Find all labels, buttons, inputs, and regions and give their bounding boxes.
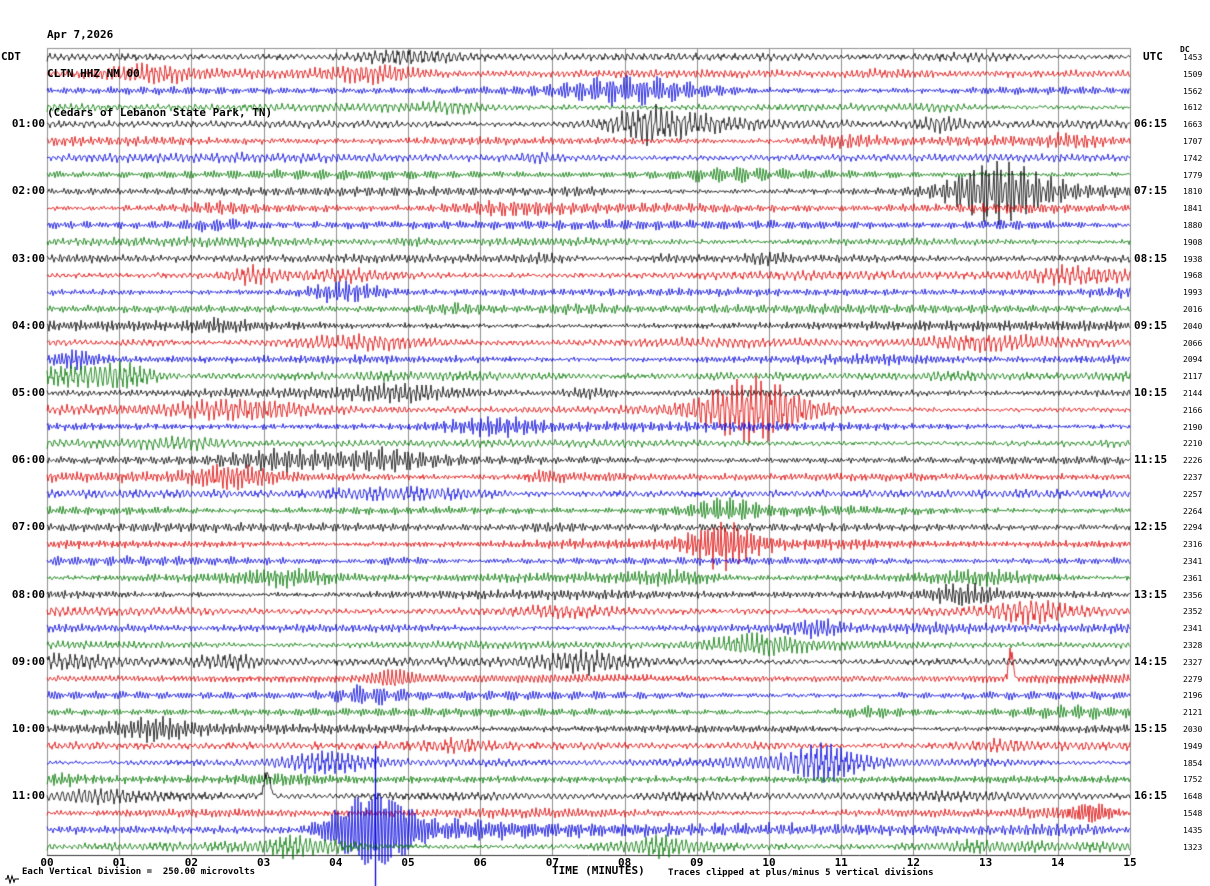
x-tick-label: 10 [762,856,776,869]
cdt-hour-label: 11:00 [11,789,45,803]
cdt-hour-label: 05:00 [11,386,45,399]
dc-offset-value: 2121 [1183,708,1203,718]
x-tick-label: 03 [256,856,271,869]
dc-offset-value: 2196 [1183,691,1203,701]
utc-hour-label: 07:15 [1134,184,1168,198]
cdt-hour-label: 01:00 [11,117,45,131]
dc-offset-value: 1993 [1183,288,1203,298]
utc-hour-label: 16:15 [1134,789,1168,803]
x-tick-label: 05 [401,856,415,869]
header-date: Apr 7,2026 [47,28,114,41]
x-tick-label: 07 [545,856,560,869]
clip-note: Traces clipped at plus/minus 5 vertical … [668,868,934,878]
cdt-hour-label: 03:00 [11,251,45,265]
utc-hour-label: 09:15 [1134,318,1168,332]
x-tick-label: 09 [690,856,704,869]
dc-offset-value: 1908 [1183,237,1203,247]
header: Apr 7,2026 CLTN HHZ NM 00 (Cedars of Leb… [47,2,272,145]
dc-offset-value: 2264 [1183,506,1203,516]
dc-offset-value: 2190 [1183,422,1203,432]
dc-offset-value: 1548 [1183,809,1203,818]
utc-hour-label: 06:15 [1134,117,1168,131]
utc-hour-label: 14:15 [1134,654,1168,668]
dc-offset-value: 2226 [1183,456,1203,466]
dc-offset-value: 1562 [1183,86,1203,96]
x-tick-label: 00 [40,856,54,869]
utc-hour-label: 11:15 [1134,453,1168,467]
x-tick-label: 15 [1123,856,1137,869]
dc-offset-value: 1779 [1183,170,1203,180]
dc-offset-value: 2352 [1183,607,1203,617]
dc-offset-value: 1938 [1183,254,1203,264]
header-station-code: CLTN HHZ NM 00 [47,67,140,80]
dc-offset-value: 2361 [1183,573,1203,583]
dc-offset-value: 2328 [1183,641,1203,650]
dc-offset-value: 2279 [1183,674,1203,684]
utc-hour-label: 08:15 [1134,251,1168,265]
dc-offset-value: 1648 [1183,792,1203,802]
utc-hour-label: 15:15 [1134,722,1168,735]
left-timezone-label: CDT [1,50,21,63]
x-tick-label: 04 [329,856,343,869]
cdt-hour-label: 06:00 [11,453,45,467]
dc-offset-value: 2166 [1183,405,1203,415]
dc-offset-value: 1742 [1183,153,1203,163]
dc-offset-value: 1612 [1183,103,1203,113]
dc-offset-value: 2237 [1183,473,1203,482]
x-tick-label: 14 [1051,856,1065,869]
header-station-name: (Cedars of Lebanon State Park, TN) [47,106,273,119]
dc-offset-value: 2341 [1183,624,1203,634]
dc-offset-value: 1841 [1183,204,1203,214]
x-tick-label: 02 [184,856,199,869]
dc-offset-value: 1509 [1183,69,1203,79]
dc-offset-value: 1810 [1183,187,1203,197]
dc-offset-value: 1949 [1183,741,1203,751]
dc-offset-value: 2030 [1183,725,1203,734]
right-timezone-label: UTC [1143,50,1163,63]
cdt-hour-label: 04:00 [11,318,45,332]
dc-offset-value: 2341 [1183,557,1203,566]
dc-offset-value: 2144 [1183,389,1203,398]
dc-offset-value: 1663 [1183,120,1203,130]
x-tick-label: 13 [978,856,993,869]
cdt-hour-label: 08:00 [11,587,45,601]
dc-offset-value: 2066 [1183,338,1203,348]
dc-offset-value: 2117 [1183,372,1203,382]
dc-offset-value: 1968 [1183,271,1203,281]
dc-offset-value: 2356 [1183,590,1203,600]
cdt-hour-label: 07:00 [11,520,45,534]
dc-offset-value: 1453 [1183,53,1203,62]
dc-offset-value: 1854 [1183,758,1203,768]
dc-offset-value: 2316 [1183,540,1203,550]
x-axis-title: TIME (MINUTES) [552,864,645,877]
dc-offset-value: 1435 [1183,825,1203,835]
dc-column-label: DC [1180,45,1190,54]
dc-offset-value: 1880 [1183,221,1203,230]
dc-offset-value: 1323 [1183,842,1203,852]
cdt-hour-label: 02:00 [11,184,45,198]
x-tick-label: 11 [834,856,848,869]
x-tick-label: 01 [112,856,126,869]
x-tick-label: 08 [617,856,632,869]
utc-hour-label: 10:15 [1134,386,1168,399]
cdt-hour-label: 10:00 [11,722,45,735]
scale-note: Each Vertical Division = 250.00 microvol… [22,867,255,877]
waveform-icon [5,874,19,884]
dc-offset-value: 2016 [1183,305,1203,314]
dc-offset-value: 1752 [1183,775,1203,785]
dc-offset-value: 2040 [1183,321,1203,331]
dc-offset-value: 2094 [1183,355,1203,365]
dc-offset-value: 1707 [1183,137,1203,146]
dc-offset-value: 2294 [1183,523,1203,533]
utc-hour-label: 12:15 [1134,520,1168,534]
dc-offset-value: 2257 [1183,489,1203,499]
x-tick-label: 12 [906,856,921,869]
utc-hour-label: 13:15 [1134,587,1168,601]
dc-offset-value: 2327 [1183,657,1203,667]
cdt-hour-label: 09:00 [11,654,45,668]
dc-offset-value: 2210 [1183,439,1203,449]
x-tick-label: 06 [473,856,487,869]
